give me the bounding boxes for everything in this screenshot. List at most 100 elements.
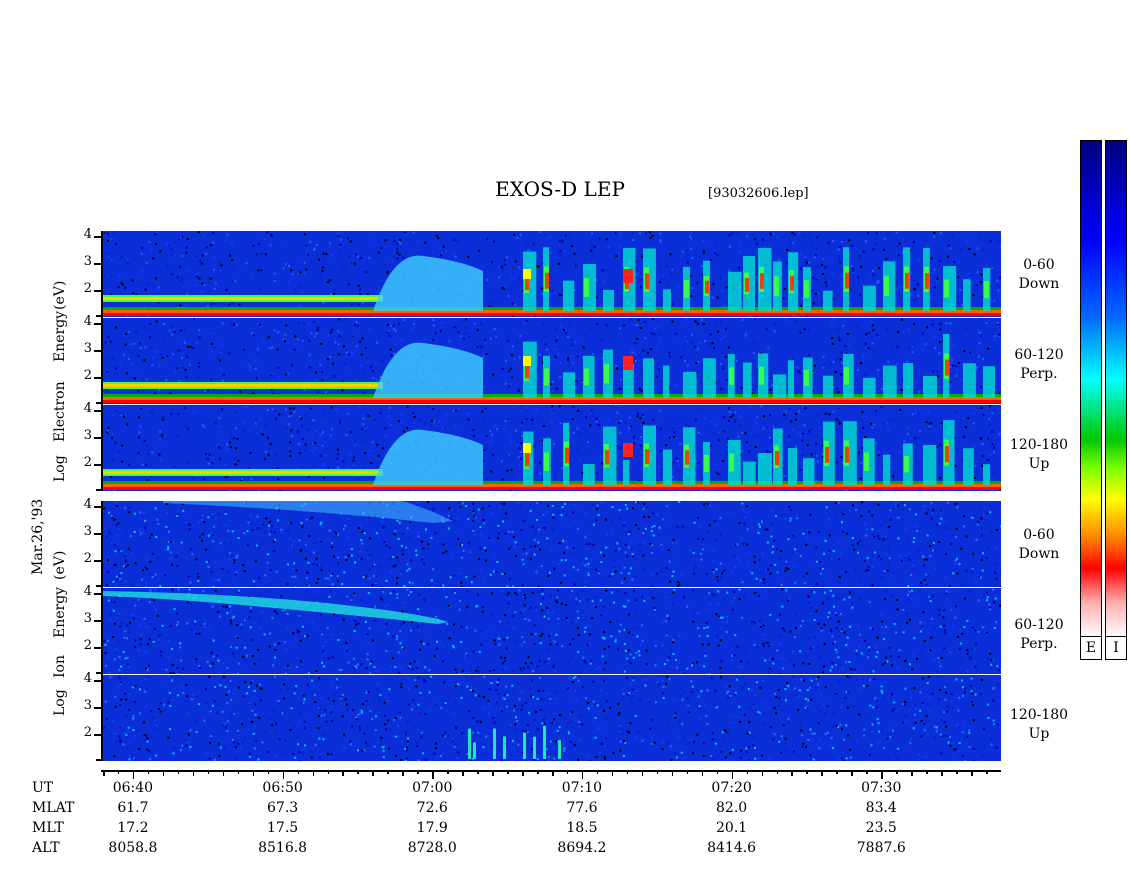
x-tick-mark [372, 770, 374, 776]
electron-y-axis [101, 231, 103, 491]
y-tick-mark [94, 506, 102, 508]
y-tick-label: 3 [83, 428, 92, 444]
y-tick-label: 4 [83, 497, 92, 513]
y-tick-mark [94, 263, 102, 265]
x-tick-mark [237, 770, 240, 774]
row-label-alt: ALT [32, 840, 60, 856]
y-tick-label: 2 [83, 281, 92, 297]
y-tick-label: 2 [83, 551, 92, 567]
x-tick-mark [507, 770, 509, 774]
x-tick-mark [971, 770, 973, 776]
x-tick-mark [207, 770, 210, 774]
x-tick-mark [686, 770, 689, 774]
y-tick-label: 4 [83, 314, 92, 330]
x-row-value-alt: 8516.8 [258, 840, 308, 856]
x-tick-mark [147, 770, 150, 774]
y-tick-mark [94, 620, 102, 622]
ion-ylabel-log: Log [52, 689, 68, 716]
electron-label-perp: 60-120 Perp. [1014, 347, 1064, 382]
x-tick-mark [941, 770, 943, 776]
x-row-value-mlat: 72.6 [416, 800, 448, 816]
x-row-value-alt: 8728.0 [407, 840, 457, 856]
x-tick-mark [761, 770, 764, 776]
electron-label-down: 0-60 Down [1018, 257, 1060, 292]
x-row-value-alt: 8414.6 [707, 840, 757, 856]
ion-label-up: 120-180 Up [1009, 707, 1069, 742]
y-tick-label: 4 [83, 227, 92, 243]
y-tick-mark [94, 680, 102, 682]
x-tick-mark [716, 770, 719, 774]
x-tick-mark [462, 770, 464, 776]
y-tick-label: 2 [83, 638, 92, 654]
x-tick-mark [267, 770, 270, 774]
x-row-value-mlat: 83.4 [865, 800, 897, 816]
electron-panel-down [103, 231, 1001, 317]
x-row-value-mlt: 20.1 [716, 820, 748, 836]
y-tick-mark [94, 290, 102, 292]
x-tick-mark [956, 770, 958, 774]
y-tick-mark [94, 734, 102, 736]
x-row-value-mlt: 17.9 [416, 820, 448, 836]
x-tick-mark [836, 770, 838, 774]
ion-ylabel-ion: Ion [52, 655, 68, 678]
x-tick-mark [417, 770, 419, 774]
row-label-mlt: MLT [32, 820, 64, 836]
x-tick-mark [881, 770, 883, 779]
colorbar-ion: I [1105, 140, 1127, 660]
y-tick-label: 4 [83, 401, 92, 417]
electron-ylabel-log: Log [52, 455, 68, 482]
y-tick-mark [94, 323, 102, 325]
y-tick-mark [94, 410, 102, 412]
date-label: Mar.26,'93 [30, 498, 46, 575]
x-tick-mark [177, 770, 180, 774]
y-tick-label: 3 [83, 524, 92, 540]
x-tick-mark [522, 770, 524, 776]
x-tick-mark [791, 770, 793, 776]
y-tick-label: 3 [83, 611, 92, 627]
x-row-value-mlt: 18.5 [566, 820, 598, 836]
x-tick-mark [746, 770, 749, 774]
x-row-value-mlat: 67.3 [267, 800, 299, 816]
ion-y-axis [101, 501, 103, 761]
x-tick-mark [402, 770, 404, 776]
y-tick-mark [94, 593, 102, 595]
x-tick-mark [492, 770, 494, 776]
chart-title: EXOS-D LEP [495, 177, 625, 201]
y-tick-mark [94, 464, 102, 466]
x-tick-mark [387, 770, 389, 774]
electron-label-up: 120-180 Up [1009, 437, 1069, 472]
electron-ylabel-electron: Electron [52, 381, 68, 442]
ion-ylabel-energy: Energy [52, 586, 68, 638]
y-tick-label: 3 [83, 254, 92, 270]
x-tick-mark [297, 770, 300, 774]
x-tick-mark [926, 770, 928, 774]
x-tick-mark [611, 770, 614, 776]
x-row-value-alt: 8058.8 [108, 840, 158, 856]
row-label-ut: UT [32, 780, 54, 796]
x-row-value-ut: 06:50 [262, 780, 303, 796]
y-tick-mark [94, 437, 102, 439]
x-row-value-mlat: 82.0 [716, 800, 748, 816]
colorbar-ion-label: I [1106, 636, 1126, 659]
x-tick-mark [821, 770, 823, 776]
x-row-value-alt: 8694.2 [557, 840, 607, 856]
ion-panel-down [103, 501, 1001, 587]
x-tick-mark [731, 770, 734, 779]
y-tick-mark [96, 315, 102, 317]
x-tick-mark [656, 770, 659, 774]
colorbar-electron: E [1080, 140, 1102, 660]
x-tick-mark [641, 770, 644, 776]
x-tick-mark [327, 770, 329, 774]
y-tick-label: 3 [83, 341, 92, 357]
x-axis [101, 770, 1001, 772]
row-label-mlat: MLAT [32, 800, 75, 816]
x-row-value-ut: 07:30 [861, 780, 902, 796]
x-tick-mark [252, 770, 255, 776]
x-tick-mark [671, 770, 674, 776]
x-tick-mark [537, 770, 539, 774]
x-tick-mark [596, 770, 599, 774]
x-tick-mark [866, 770, 868, 774]
ion-label-down: 0-60 Down [1018, 527, 1060, 562]
x-tick-mark [342, 770, 344, 776]
x-tick-mark [581, 770, 584, 779]
